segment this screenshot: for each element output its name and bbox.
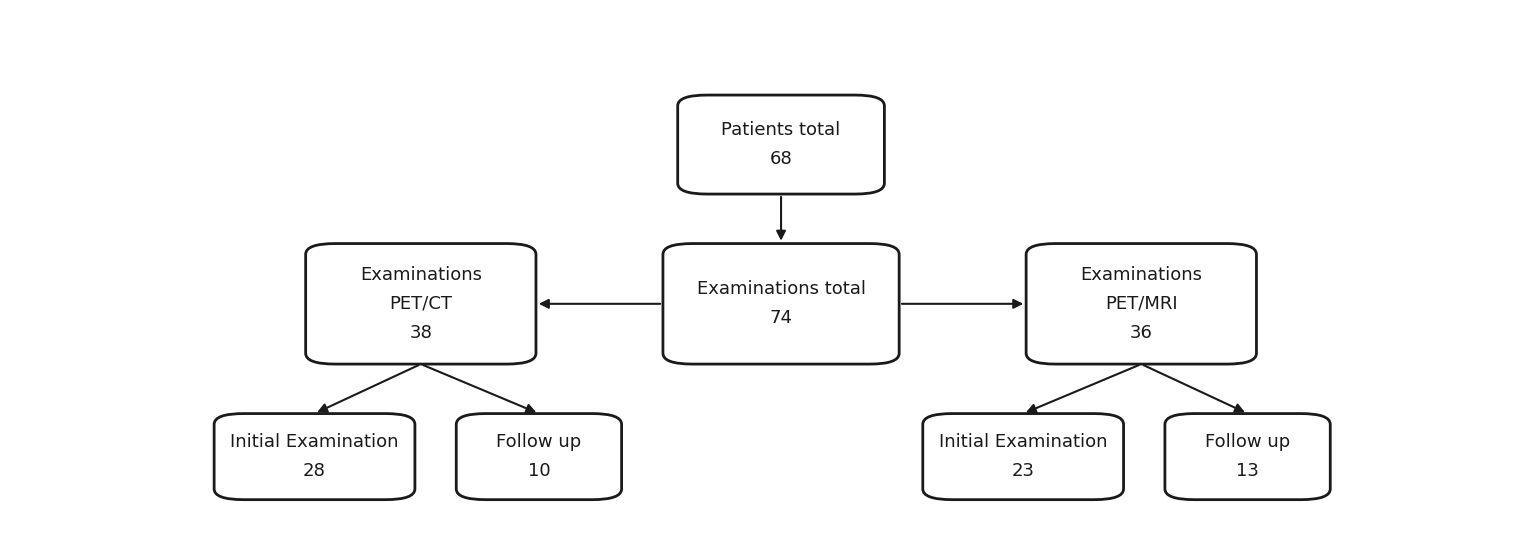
Text: Patients total
68: Patients total 68 — [721, 121, 841, 168]
Text: Follow up
10: Follow up 10 — [497, 433, 582, 480]
FancyBboxPatch shape — [678, 95, 884, 194]
FancyBboxPatch shape — [924, 414, 1123, 500]
Text: Initial Examination
28: Initial Examination 28 — [230, 433, 399, 480]
Text: Examinations
PET/MRI
36: Examinations PET/MRI 36 — [1081, 266, 1202, 342]
Text: Follow up
13: Follow up 13 — [1205, 433, 1291, 480]
FancyBboxPatch shape — [663, 244, 899, 364]
FancyBboxPatch shape — [213, 414, 415, 500]
FancyBboxPatch shape — [456, 414, 622, 500]
Text: Initial Examination
23: Initial Examination 23 — [939, 433, 1108, 480]
FancyBboxPatch shape — [1164, 414, 1330, 500]
Text: Examinations total
74: Examinations total 74 — [696, 280, 866, 328]
Text: Examinations
PET/CT
38: Examinations PET/CT 38 — [360, 266, 482, 342]
FancyBboxPatch shape — [1026, 244, 1256, 364]
FancyBboxPatch shape — [306, 244, 536, 364]
